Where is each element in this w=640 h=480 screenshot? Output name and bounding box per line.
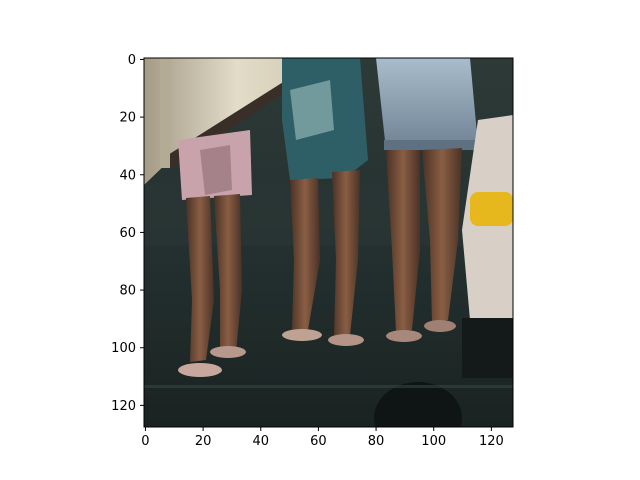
right-sandal-2 <box>424 320 456 332</box>
y-axis: 0 20 40 60 80 100 120 <box>111 53 144 414</box>
middle-leg-1 <box>290 178 320 330</box>
wall-region <box>144 58 330 185</box>
x-tick-label: 0 <box>141 434 149 449</box>
bottom-shadow <box>374 382 462 427</box>
right-dark-block <box>462 318 513 378</box>
x-tick-label: 80 <box>368 434 385 449</box>
y-tick-label: 40 <box>119 168 136 183</box>
right-sandal-1 <box>386 330 422 342</box>
yellow-object <box>470 192 513 226</box>
axes-frame <box>143 57 514 428</box>
right-leg-1 <box>386 150 420 332</box>
y-tick-label: 0 <box>128 53 136 68</box>
y-tick-label: 80 <box>119 284 136 299</box>
y-tick-label: 100 <box>111 341 136 356</box>
left-shorts-shade <box>200 145 232 195</box>
x-tick-label: 100 <box>421 434 446 449</box>
x-tick-label: 60 <box>310 434 327 449</box>
right-skirt-hem <box>384 140 478 150</box>
y-tick-label: 60 <box>119 226 136 241</box>
middle-shorts-light <box>290 80 334 140</box>
x-axis: 0 20 40 60 80 100 120 <box>141 427 504 449</box>
right-leg-2 <box>422 148 462 322</box>
y-tick-label: 20 <box>119 111 136 126</box>
middle-sandal-2 <box>328 334 364 346</box>
y-tick-label: 120 <box>111 399 136 414</box>
middle-sandal-1 <box>282 329 322 341</box>
left-leg-2 <box>214 194 242 352</box>
wall-post <box>160 58 170 168</box>
x-tick-label: 120 <box>479 434 504 449</box>
x-tick-label: 20 <box>195 434 212 449</box>
floor-line <box>144 385 513 388</box>
image-plot <box>144 58 513 427</box>
left-leg-1 <box>186 196 214 362</box>
left-sandal-2 <box>210 346 246 358</box>
x-tick-label: 40 <box>252 434 269 449</box>
left-sandal-1 <box>178 363 222 377</box>
right-skirt <box>376 58 478 150</box>
middle-leg-2 <box>332 170 360 335</box>
